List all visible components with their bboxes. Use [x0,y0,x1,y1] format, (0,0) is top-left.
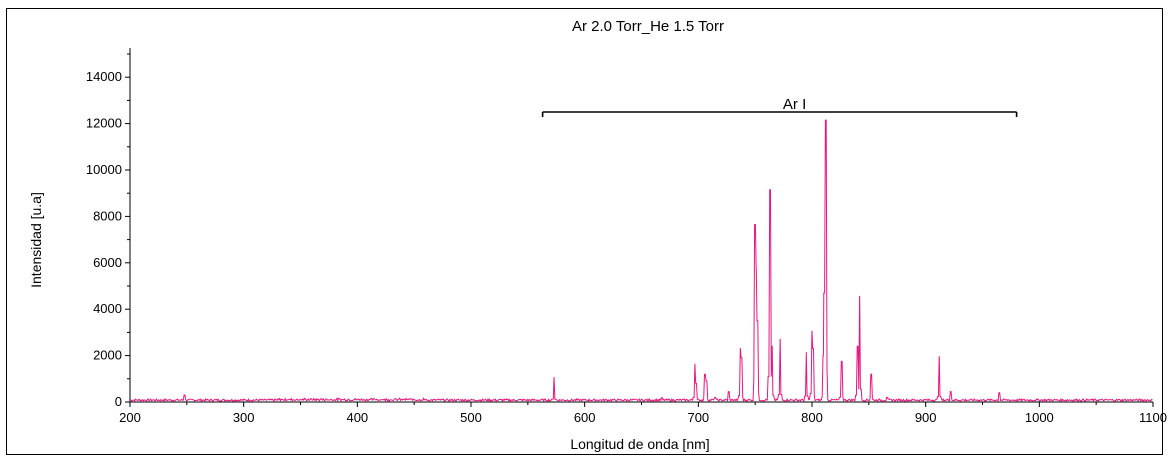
y-tick-label: 6000 [93,255,122,270]
x-tick-label: 800 [801,410,823,425]
x-tick-label: 200 [119,410,141,425]
x-tick-label: 500 [460,410,482,425]
x-tick-label: 300 [233,410,255,425]
y-axis-label: Intensidad [u.a] [28,192,44,288]
y-tick-label: 12000 [86,116,122,131]
x-tick-label: 400 [346,410,368,425]
chart-frame [6,8,1163,455]
x-tick-label: 1000 [1025,410,1054,425]
spectrum-series-line [129,119,1153,403]
y-tick-label: 0 [115,394,122,409]
annotation-bracket: Ar I [541,96,1018,117]
x-tick-label: 1100 [1139,410,1167,425]
x-tick-label: 600 [574,410,596,425]
y-tick-label: 4000 [93,301,122,316]
x-tick-label: 900 [915,410,937,425]
x-axis-label: Longitud de onda [nm] [570,436,709,452]
annotation-label: Ar I [783,96,806,113]
y-tick-label: 14000 [86,69,122,84]
y-tick-label: 2000 [93,348,122,363]
y-tick-label: 8000 [93,208,122,223]
y-tick-label: 10000 [86,162,122,177]
axes: 200 300 400 500 600 700 800 900 1000 1100 0 2000 400… [86,48,1167,425]
x-tick-label: 700 [687,410,709,425]
chart-title: Ar 2.0 Torr_He 1.5 Torr [572,18,724,35]
